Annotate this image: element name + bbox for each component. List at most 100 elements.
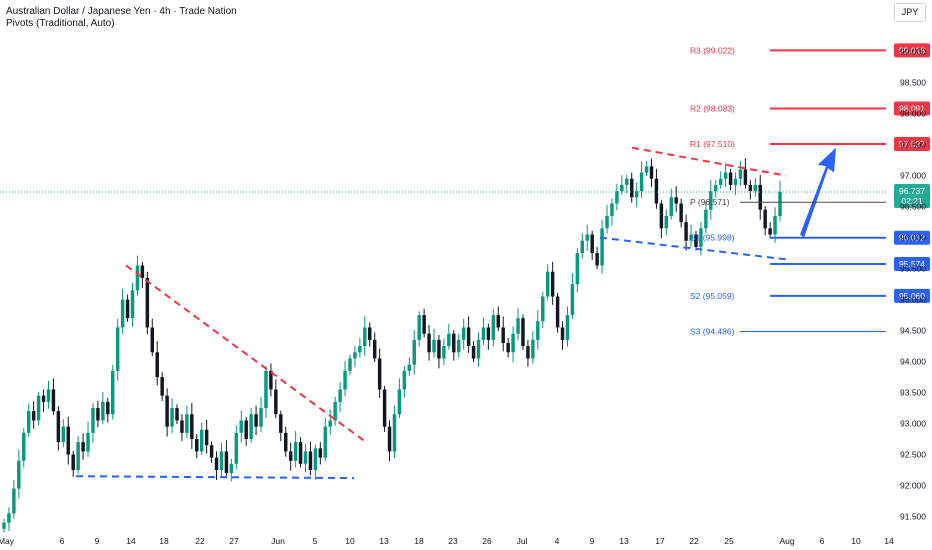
pivot-label-s1: S1 (95.998) bbox=[690, 233, 735, 243]
chart-title: Australian Dollar / Japanese Yen · 4h · … bbox=[6, 6, 237, 17]
candle-body bbox=[718, 178, 723, 185]
x-tick-label: May bbox=[0, 536, 15, 546]
candle-body bbox=[644, 166, 649, 173]
candle-body bbox=[71, 454, 75, 471]
pivot-label-r2: R2 (98.083) bbox=[690, 104, 735, 114]
candle-body bbox=[279, 414, 283, 433]
pivot-label-r3: R3 (99.022) bbox=[690, 45, 735, 55]
candle-body bbox=[669, 197, 673, 216]
candle-body bbox=[382, 389, 387, 427]
candle-body bbox=[115, 327, 120, 371]
candle-body bbox=[204, 429, 209, 446]
candle-body bbox=[570, 284, 575, 316]
candle-body bbox=[501, 327, 505, 343]
candle-body bbox=[397, 389, 402, 415]
y-tick-label: 96.000 bbox=[900, 233, 926, 243]
candle-body bbox=[264, 370, 268, 409]
y-tick-label: 98.000 bbox=[900, 109, 926, 119]
price-tag-label-s1b: 95.574 bbox=[899, 259, 925, 269]
x-tick-label: Aug bbox=[779, 536, 794, 546]
candle-body bbox=[199, 429, 204, 452]
candle-body bbox=[689, 234, 693, 241]
candle-body bbox=[56, 411, 61, 443]
candle-body bbox=[308, 451, 313, 471]
candle-body bbox=[130, 290, 135, 319]
candle-body bbox=[704, 209, 708, 229]
candle-body bbox=[565, 315, 570, 340]
candle-body bbox=[368, 327, 372, 340]
axes-layer: 91.500 92.000 92.500 93.000 93.500 94.000 94.5… bbox=[0, 47, 926, 546]
candle-body bbox=[748, 184, 753, 192]
y-tick-label: 97.500 bbox=[900, 140, 926, 150]
candle-body bbox=[209, 445, 214, 458]
candle-body bbox=[318, 448, 323, 458]
candle-body bbox=[541, 296, 545, 322]
candle-body bbox=[165, 395, 169, 427]
candle-body bbox=[61, 426, 66, 443]
candle-body bbox=[76, 442, 80, 471]
y-tick-label: 92.500 bbox=[900, 450, 926, 460]
candle-body bbox=[758, 184, 762, 210]
price-tag-label-r1: 97.527 bbox=[899, 139, 925, 149]
candle-body bbox=[629, 178, 634, 198]
candle-body bbox=[195, 439, 199, 452]
candle-body bbox=[298, 442, 303, 464]
candle-body bbox=[338, 389, 342, 402]
candle-body bbox=[313, 448, 318, 471]
current-price-value: 96.737 bbox=[899, 186, 925, 196]
candle-body bbox=[555, 296, 560, 328]
candle-body bbox=[170, 408, 174, 427]
candle-body bbox=[323, 426, 328, 458]
candle-body bbox=[51, 389, 56, 412]
candle-body bbox=[224, 451, 229, 474]
candle-body bbox=[432, 339, 436, 353]
price-tag-r1 bbox=[894, 137, 930, 152]
candle-body bbox=[496, 315, 500, 328]
x-tick-label: 6 bbox=[820, 536, 825, 546]
candle-body bbox=[377, 358, 382, 390]
candle-body bbox=[26, 411, 31, 433]
candle-body bbox=[254, 414, 258, 427]
candle-body bbox=[654, 178, 659, 204]
candle-body bbox=[12, 488, 16, 514]
x-tick-label: 10 bbox=[851, 536, 861, 546]
candle-body bbox=[773, 215, 777, 235]
candle-body bbox=[694, 234, 698, 247]
candle-body bbox=[585, 234, 589, 241]
candle-body bbox=[714, 184, 718, 192]
x-tick-label: Jul bbox=[517, 536, 528, 546]
candle-body bbox=[31, 411, 36, 421]
candle-body bbox=[41, 395, 46, 402]
candle-body bbox=[659, 203, 664, 229]
candle-body bbox=[615, 191, 619, 204]
candle-body bbox=[481, 327, 486, 340]
candle-body bbox=[634, 191, 639, 198]
x-tick-label: Jun bbox=[271, 536, 285, 546]
candle-body bbox=[22, 432, 26, 461]
candle-body bbox=[600, 228, 604, 266]
x-tick-label: 14 bbox=[126, 536, 136, 546]
candle-body bbox=[575, 253, 580, 285]
candle-body bbox=[605, 215, 609, 229]
x-tick-label: 10 bbox=[345, 536, 355, 546]
candle-body bbox=[160, 377, 164, 396]
candle-body bbox=[417, 315, 421, 340]
candle-body bbox=[639, 172, 644, 192]
current-price-tag bbox=[894, 183, 930, 208]
candle-body bbox=[66, 426, 70, 455]
candle-body bbox=[392, 414, 397, 452]
candle-body bbox=[219, 451, 224, 471]
x-tick-label: 4 bbox=[555, 536, 560, 546]
candle-body bbox=[328, 420, 332, 427]
candle-body bbox=[526, 346, 530, 359]
candle-body bbox=[372, 339, 377, 359]
candle-body bbox=[259, 408, 263, 427]
candle-body bbox=[516, 318, 520, 334]
currency-button[interactable]: JPY bbox=[894, 3, 926, 22]
candle-body bbox=[456, 339, 461, 353]
candle-body bbox=[249, 414, 253, 440]
y-tick-label: 97.000 bbox=[900, 171, 926, 181]
candle-body bbox=[521, 318, 525, 347]
pivot-label-p: P (96.571) bbox=[690, 197, 730, 207]
